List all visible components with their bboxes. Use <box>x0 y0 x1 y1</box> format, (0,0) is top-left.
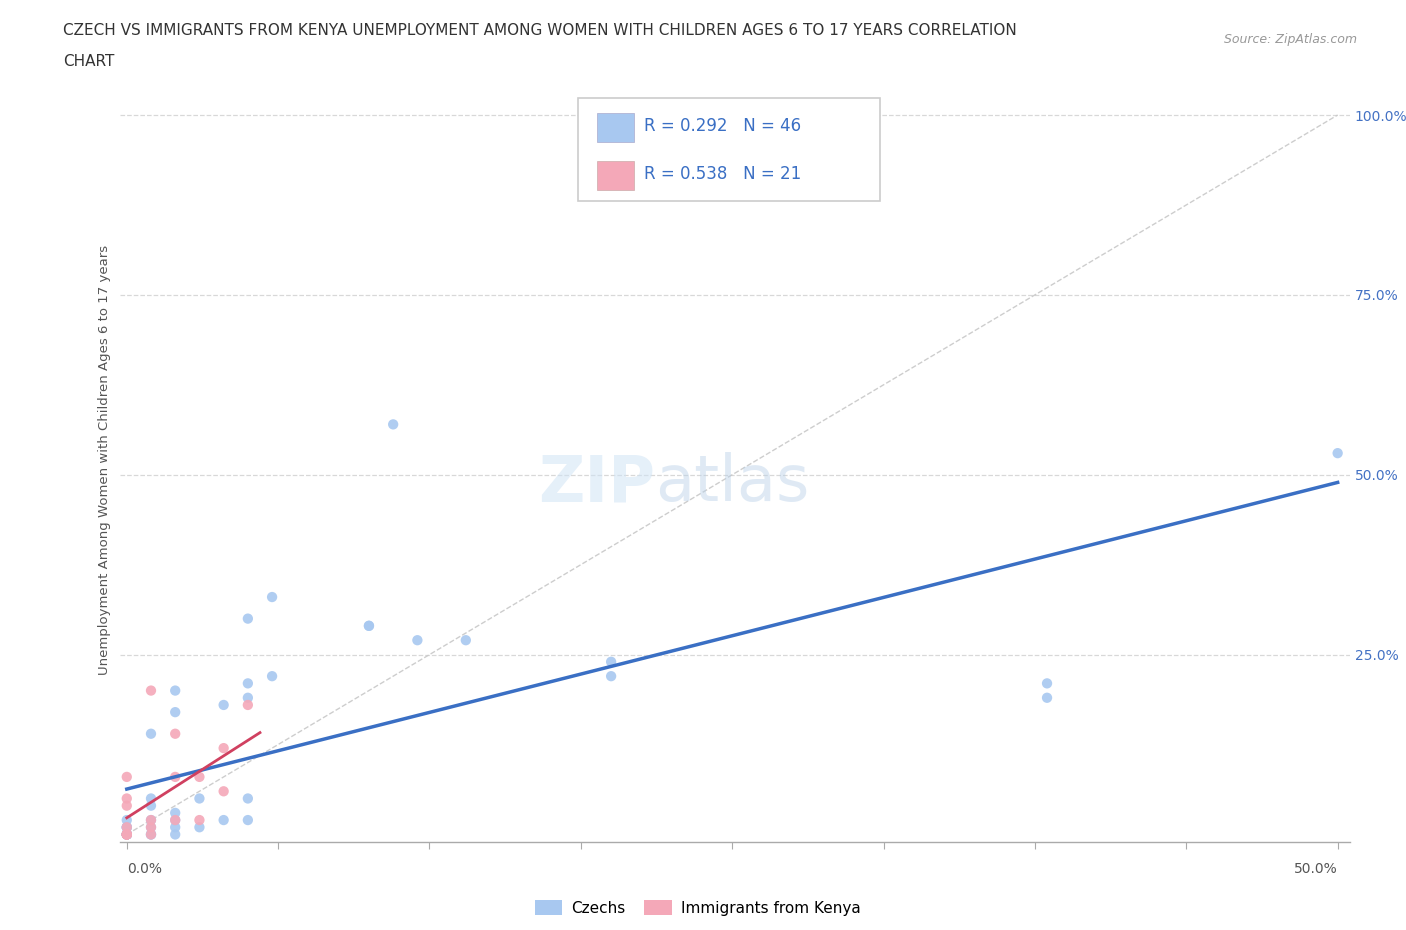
Point <box>139 820 162 835</box>
Point <box>600 655 623 670</box>
Point <box>115 827 138 842</box>
Point <box>165 726 187 741</box>
Point <box>188 813 211 828</box>
Point <box>600 669 623 684</box>
Point <box>212 784 235 799</box>
Point <box>115 820 138 835</box>
Point <box>165 813 187 828</box>
Point <box>1326 445 1348 460</box>
Text: atlas: atlas <box>655 452 808 514</box>
Point <box>115 827 138 842</box>
Point <box>115 827 138 842</box>
Point <box>115 820 138 835</box>
Point <box>236 698 259 712</box>
Point <box>382 417 405 432</box>
Point <box>188 820 211 835</box>
Point <box>165 684 187 698</box>
Point <box>262 669 284 684</box>
Point <box>115 827 138 842</box>
Point <box>139 684 162 698</box>
Point <box>165 805 187 820</box>
Point <box>139 813 162 828</box>
Point <box>212 698 235 712</box>
Point <box>236 611 259 626</box>
Point <box>115 827 138 842</box>
Point <box>262 590 284 604</box>
Point <box>139 827 162 842</box>
Point <box>236 690 259 705</box>
Text: ZIP: ZIP <box>537 452 655 514</box>
Point <box>115 827 138 842</box>
Text: R = 0.538   N = 21: R = 0.538 N = 21 <box>644 165 801 183</box>
Point <box>139 827 162 842</box>
Point <box>357 618 380 633</box>
Point <box>139 798 162 813</box>
FancyBboxPatch shape <box>596 161 634 190</box>
Point <box>236 676 259 691</box>
Point <box>139 813 162 828</box>
Text: R = 0.292   N = 46: R = 0.292 N = 46 <box>644 117 801 136</box>
Point <box>188 791 211 806</box>
Point <box>115 827 138 842</box>
Point <box>165 827 187 842</box>
Point <box>115 813 138 828</box>
FancyBboxPatch shape <box>596 113 634 142</box>
FancyBboxPatch shape <box>578 99 880 201</box>
Point <box>1036 676 1059 691</box>
Point <box>212 740 235 755</box>
Point <box>115 798 138 813</box>
Point <box>1036 690 1059 705</box>
Point <box>236 791 259 806</box>
Point <box>406 632 429 647</box>
Point <box>115 827 138 842</box>
Point <box>139 820 162 835</box>
Point <box>115 820 138 835</box>
Point <box>115 827 138 842</box>
Point <box>165 813 187 828</box>
Point <box>139 791 162 806</box>
Point <box>454 632 477 647</box>
Point <box>139 726 162 741</box>
Point <box>115 827 138 842</box>
Point <box>165 820 187 835</box>
Text: CZECH VS IMMIGRANTS FROM KENYA UNEMPLOYMENT AMONG WOMEN WITH CHILDREN AGES 6 TO : CZECH VS IMMIGRANTS FROM KENYA UNEMPLOYM… <box>63 23 1017 38</box>
Point <box>188 769 211 784</box>
Text: 0.0%: 0.0% <box>127 862 162 876</box>
Y-axis label: Unemployment Among Women with Children Ages 6 to 17 years: Unemployment Among Women with Children A… <box>98 246 111 675</box>
Point <box>115 791 138 806</box>
Point <box>115 827 138 842</box>
Point <box>139 827 162 842</box>
Point <box>115 769 138 784</box>
Text: 50.0%: 50.0% <box>1294 862 1337 876</box>
Point <box>165 769 187 784</box>
Point <box>357 618 380 633</box>
Point <box>115 827 138 842</box>
Text: CHART: CHART <box>63 54 115 69</box>
Point <box>236 813 259 828</box>
Text: Source: ZipAtlas.com: Source: ZipAtlas.com <box>1223 33 1357 46</box>
Point <box>212 813 235 828</box>
Point <box>165 705 187 720</box>
Point <box>115 820 138 835</box>
Point <box>115 827 138 842</box>
Legend: Czechs, Immigrants from Kenya: Czechs, Immigrants from Kenya <box>529 894 866 922</box>
